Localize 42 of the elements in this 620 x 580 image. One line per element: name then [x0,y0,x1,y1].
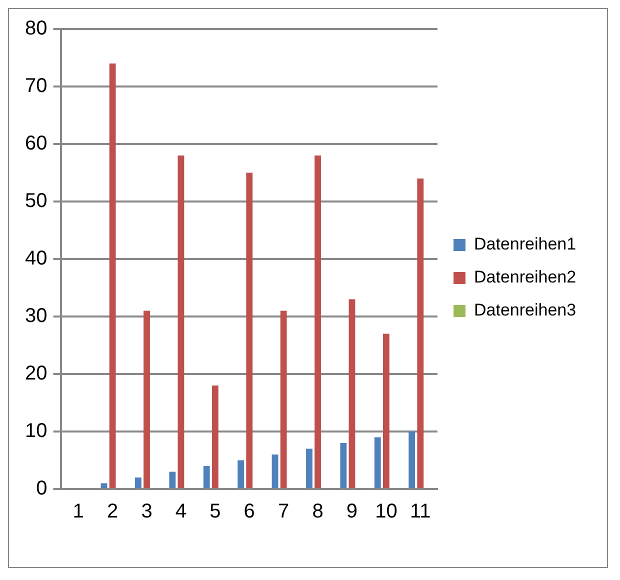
y-tick-label: 60 [24,132,48,155]
y-tick-label: 40 [24,248,48,270]
y-tick-label: 30 [24,305,48,328]
x-tick-label: 10 [375,500,398,523]
y-tick-label: 0 [36,478,48,500]
x-tick-label: 1 [72,500,84,523]
bar [272,454,278,488]
bar [417,178,424,488]
bar [408,432,416,488]
bar [178,156,184,488]
bar [109,64,116,488]
x-tick-label: 2 [106,500,118,523]
bar [203,466,210,488]
legend-label: Datenreihen2 [474,268,576,287]
y-tick-label: 10 [24,420,48,442]
bar [340,443,347,488]
x-tick-label: 6 [244,500,255,523]
x-tick-label: 11 [410,500,431,523]
x-tick-label: 4 [175,500,187,523]
bar [374,437,381,488]
y-tick-label: 70 [24,75,48,98]
x-tick-label: 7 [278,500,290,523]
legend-label: Datenreihen3 [474,300,576,320]
x-tick-label: 9 [346,500,358,523]
y-tick-label: 50 [24,190,48,212]
y-tick-label: 20 [24,362,48,385]
bar [135,478,142,488]
legend-label: Datenreihen1 [474,234,576,254]
y-tick-label: 80 [24,18,48,40]
bar [382,334,390,488]
bar [246,172,253,488]
x-tick-label: 5 [210,500,221,523]
bar [144,310,150,488]
bar [238,460,244,488]
bar [169,472,176,488]
x-tick-label: 8 [312,500,324,523]
x-tick-label: 3 [141,500,152,523]
bar [314,156,321,488]
bar [212,386,218,488]
bar [280,310,287,488]
bar [348,299,356,488]
bar [306,448,312,488]
